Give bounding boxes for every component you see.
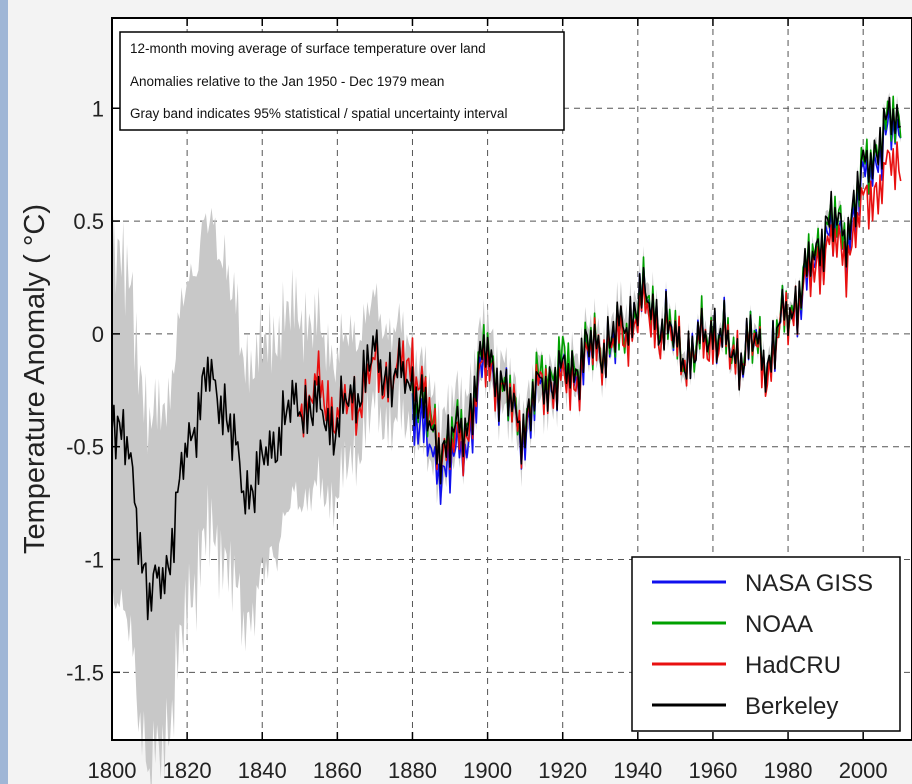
x-tick-label: 1800: [88, 758, 137, 783]
y-tick-label: -1: [84, 548, 104, 573]
x-tick-label: 1900: [463, 758, 512, 783]
x-tick-label: 1820: [163, 758, 212, 783]
series-line-berkeley: [111, 96, 902, 621]
y-tick-label: -0.5: [66, 435, 104, 460]
annotation-box: 12-month moving average of surface tempe…: [119, 31, 565, 131]
annotation-line-1: 12-month moving average of surface tempe…: [130, 41, 486, 56]
window-edge: [0, 0, 8, 784]
x-tick-label: 1960: [688, 758, 737, 783]
y-tick-label: 0: [92, 322, 104, 347]
x-tick-label: 1940: [613, 758, 662, 783]
y-tick-label: -1.5: [66, 660, 104, 685]
legend-label-hadcru: HadCRU: [745, 652, 841, 679]
legend-label-noaa: NOAA: [745, 611, 813, 638]
x-tick-label: 1880: [388, 758, 437, 783]
annotation-line-2: Anomalies relative to the Jan 1950 - Dec…: [130, 74, 444, 89]
y-axis-label: Temperature Anomaly ( °C): [19, 204, 51, 554]
x-tick-label: 1980: [764, 758, 813, 783]
x-tick-label: 2000: [839, 758, 888, 783]
series-lines: [111, 95, 902, 621]
legend-label-nasa-giss: NASA GISS: [745, 570, 873, 597]
plot-frame: [111, 17, 912, 741]
x-tick-label: 1920: [538, 758, 587, 783]
legend: NASA GISS NOAA HadCRU Berkeley: [631, 556, 901, 732]
y-tick-label: 0.5: [73, 209, 104, 234]
y-tick-label: 1: [92, 96, 104, 121]
x-tick-label: 1840: [238, 758, 287, 783]
axis-ticks: 1800 1820 1840 1860 1880 1900 1920 1940 1960 1980…: [66, 18, 888, 783]
legend-label-berkeley: Berkeley: [745, 693, 838, 720]
x-tick-label: 1860: [313, 758, 362, 783]
annotation-line-3: Gray band indicates 95% statistical / sp…: [130, 106, 507, 121]
